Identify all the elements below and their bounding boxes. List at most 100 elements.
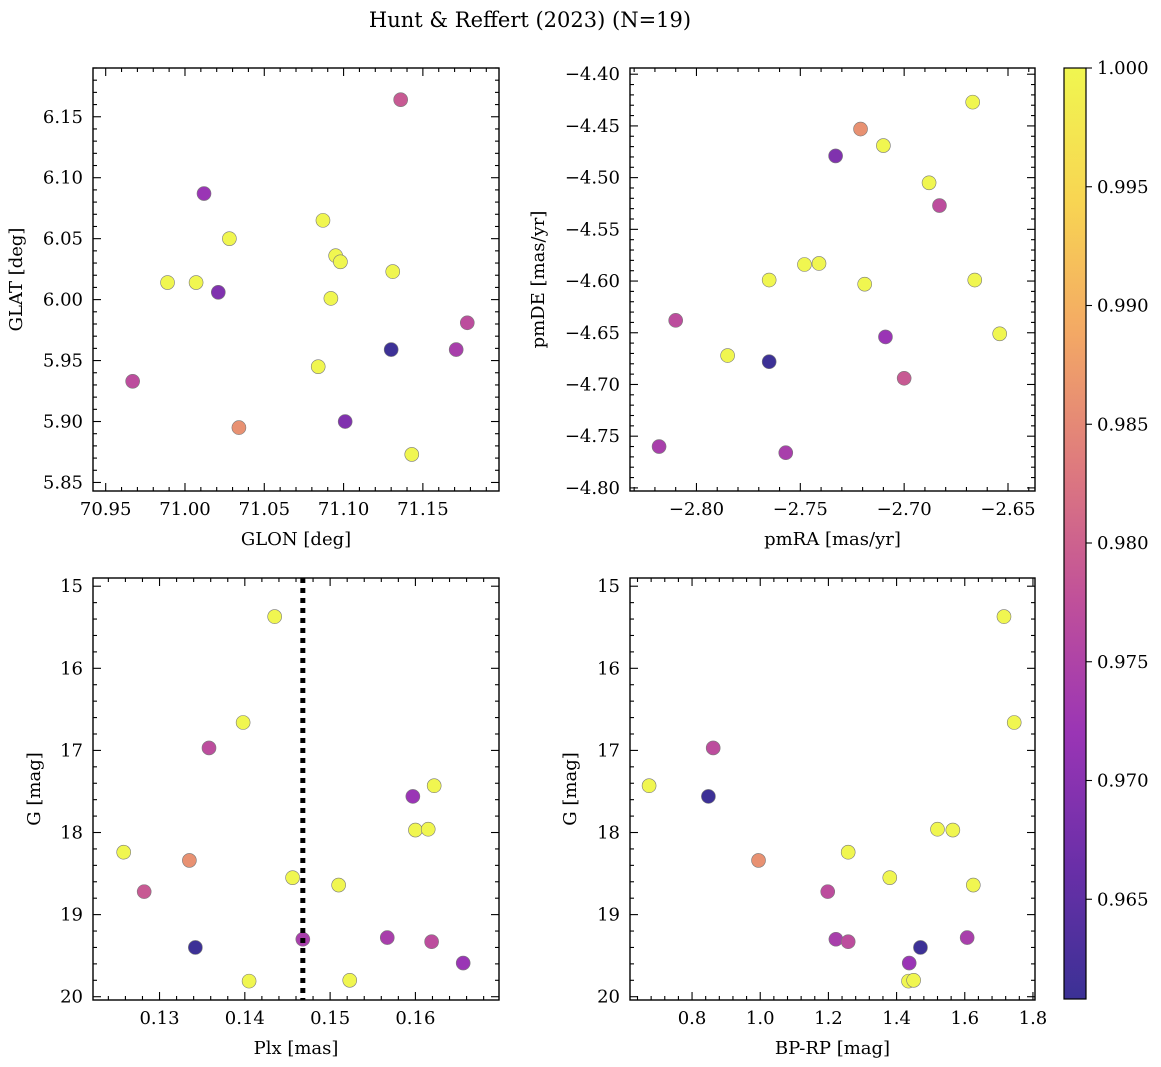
y-tick-label: 6.10	[43, 168, 83, 189]
data-point	[932, 198, 947, 213]
y-tick-label: −4.55	[565, 219, 620, 240]
y-tick-label: 17	[60, 740, 83, 761]
y-tick-label: −4.45	[565, 116, 620, 137]
data-point	[651, 439, 667, 454]
data-point	[231, 420, 247, 435]
y-tick-label: 16	[597, 658, 620, 679]
data-point	[404, 447, 420, 462]
data-point	[828, 148, 843, 164]
data-point	[393, 92, 408, 107]
data-point	[379, 930, 395, 945]
y-axis-label: GLAT [deg]	[6, 228, 27, 332]
data-point	[720, 348, 735, 363]
data-point	[196, 186, 212, 201]
plot-frame	[629, 67, 1036, 492]
data-point	[405, 789, 421, 804]
x-axis-label: pmRA [mas/yr]	[764, 529, 901, 550]
x-axis-label: BP-RP [mag]	[775, 1038, 890, 1059]
data-point	[424, 934, 439, 950]
data-point	[921, 175, 937, 191]
data-point	[201, 740, 217, 756]
data-point	[945, 822, 961, 838]
plot-frame	[92, 67, 500, 492]
y-axis-label: pmDE [mas/yr]	[528, 211, 549, 349]
data-point	[210, 284, 226, 300]
y-tick-label: 19	[60, 905, 83, 926]
data-point	[857, 276, 872, 292]
x-tick-label: 0.15	[310, 1008, 350, 1029]
x-tick-label: 1.8	[1019, 1008, 1048, 1029]
data-point	[751, 853, 766, 868]
data-point	[878, 329, 893, 345]
data-point	[323, 291, 339, 306]
data-point	[641, 778, 657, 794]
colorbar-tick-label: 0.980	[1097, 533, 1149, 554]
data-point	[315, 213, 331, 228]
x-axis-label: GLON [deg]	[241, 529, 351, 550]
y-tick-label: −4.60	[565, 271, 620, 292]
data-point	[828, 931, 844, 947]
data-point	[222, 231, 237, 246]
y-tick-label: 6.00	[43, 290, 83, 311]
data-point	[385, 264, 401, 279]
data-point	[992, 326, 1007, 342]
data-point	[188, 275, 204, 290]
colorbar-tick-label: 0.985	[1097, 414, 1149, 435]
y-tick-label: 6.05	[43, 229, 83, 250]
x-tick-label: 71.05	[239, 499, 291, 520]
y-tick-label: 6.15	[43, 107, 83, 128]
y-tick-label: 18	[597, 823, 620, 844]
x-tick-label: 1.4	[882, 1008, 911, 1029]
data-point	[448, 342, 464, 357]
data-point	[136, 884, 152, 899]
x-tick-label: 1.0	[746, 1008, 775, 1029]
y-tick-label: 20	[597, 987, 620, 1008]
data-point	[1006, 715, 1022, 730]
data-point	[882, 870, 898, 885]
data-point	[761, 354, 777, 370]
y-tick-label: 5.85	[43, 472, 83, 493]
data-point	[426, 778, 442, 794]
data-point	[267, 609, 282, 624]
y-tick-label: 16	[60, 658, 83, 679]
data-point	[906, 972, 921, 988]
y-tick-label: 15	[597, 576, 620, 597]
data-point	[337, 414, 353, 429]
x-tick-label: 0.13	[139, 1008, 179, 1029]
y-tick-label: −4.70	[565, 374, 620, 395]
y-tick-label: 17	[597, 740, 620, 761]
data-point	[930, 821, 945, 837]
data-point	[241, 973, 257, 989]
data-point	[455, 955, 471, 971]
data-point	[420, 821, 436, 837]
x-tick-label: −2.75	[773, 499, 828, 520]
x-tick-label: 71.15	[397, 499, 449, 520]
data-point	[901, 955, 917, 971]
y-tick-label: 19	[597, 905, 620, 926]
colorbar-tick-label: 1.000	[1097, 58, 1149, 79]
x-tick-label: −2.65	[980, 499, 1035, 520]
data-point	[797, 257, 812, 272]
y-axis-label: G [mag]	[24, 752, 45, 825]
colorbar-tick-label: 0.990	[1097, 296, 1149, 317]
y-tick-label: 5.95	[43, 351, 83, 372]
data-point	[116, 844, 132, 860]
panel-bprp-g: 0.8 1.0 1.2 1.4 1.6 1.8 15 16 17 18 19 20 BP-RP [mag…	[560, 576, 1047, 1059]
data-point	[331, 877, 346, 893]
y-tick-label: −4.65	[565, 323, 620, 344]
data-point	[188, 940, 203, 955]
data-point	[876, 138, 891, 153]
data-point	[853, 121, 868, 137]
data-point	[701, 789, 716, 804]
data-point	[182, 853, 197, 868]
data-point	[965, 94, 980, 110]
colorbar-gradient	[1063, 67, 1087, 1000]
colorbar: 0.965 0.970 0.975 0.980 0.985 0.990 0.995 1.000	[1063, 58, 1149, 1000]
data-point	[820, 884, 836, 899]
data-point	[761, 272, 777, 288]
data-point	[840, 934, 856, 950]
colorbar-tick-label: 0.965	[1097, 889, 1149, 910]
data-point	[333, 254, 348, 270]
y-axis-label: G [mag]	[560, 752, 581, 825]
